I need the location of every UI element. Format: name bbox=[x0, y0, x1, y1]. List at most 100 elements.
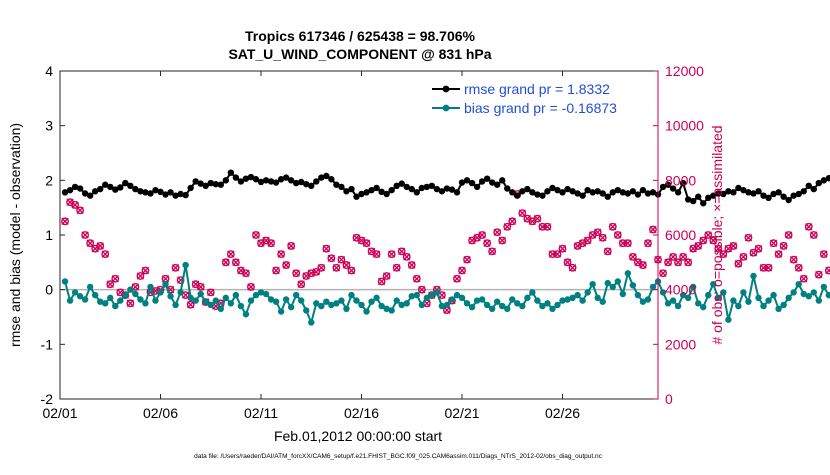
y-tick-label: -1 bbox=[41, 336, 54, 352]
obs-possible-point bbox=[518, 209, 527, 218]
obs-possible-point bbox=[126, 299, 135, 308]
bias-point bbox=[328, 301, 335, 309]
rmse-point bbox=[61, 189, 69, 196]
bias-point bbox=[664, 300, 672, 307]
rmse-point bbox=[287, 177, 295, 184]
obs-possible-point bbox=[327, 254, 336, 263]
rmse-point bbox=[679, 179, 687, 187]
rmse-point bbox=[86, 192, 94, 199]
bias-point bbox=[408, 293, 415, 300]
obs-possible-point bbox=[799, 274, 808, 283]
bias-point bbox=[488, 305, 496, 312]
rmse-point bbox=[775, 189, 782, 196]
obs-assimilated-point bbox=[96, 242, 104, 250]
rmse-point bbox=[629, 188, 637, 195]
obs-possible-point bbox=[759, 263, 768, 272]
rmse-point bbox=[534, 191, 541, 198]
rmse-point bbox=[292, 179, 300, 187]
rmse-point bbox=[127, 182, 134, 189]
rmse-point bbox=[488, 179, 496, 186]
obs-possible-point bbox=[669, 252, 677, 261]
rmse-point bbox=[564, 185, 571, 193]
obs-possible-point bbox=[794, 263, 803, 272]
bias-point bbox=[720, 289, 727, 296]
rmse-point bbox=[499, 177, 506, 184]
obs-possible-point bbox=[402, 252, 411, 261]
rmse-point bbox=[569, 188, 576, 195]
bias-point bbox=[710, 281, 717, 288]
bias-point bbox=[695, 300, 702, 307]
obs-possible-point bbox=[644, 239, 652, 248]
x-tick-label: 02/26 bbox=[545, 405, 580, 421]
bias-point bbox=[323, 298, 330, 305]
rmse-point bbox=[152, 186, 159, 194]
obs-possible-point bbox=[764, 263, 773, 272]
bias-point bbox=[147, 283, 154, 291]
rmse-point bbox=[639, 186, 647, 194]
obs-assimilated-point bbox=[292, 269, 300, 277]
rmse-point bbox=[810, 185, 817, 193]
rmse-point bbox=[524, 185, 531, 193]
y-tick-label: 2 bbox=[45, 172, 53, 188]
bias-point bbox=[524, 294, 531, 302]
obs-possible-point bbox=[412, 274, 421, 283]
obs-count-markers bbox=[61, 190, 830, 315]
y-tick-label: -2 bbox=[41, 391, 54, 407]
rmse-point bbox=[117, 184, 124, 191]
bias-point bbox=[468, 303, 476, 311]
bias-point bbox=[564, 296, 571, 303]
chart-title: Tropics 617346 / 625438 = 98.706% bbox=[245, 28, 476, 44]
rmse-point bbox=[720, 190, 727, 198]
rmse-point bbox=[705, 194, 712, 202]
obs-assimilated-point bbox=[227, 250, 235, 258]
bias-point bbox=[267, 296, 275, 303]
obs-assimilated-point bbox=[739, 253, 748, 261]
obs-assimilated-point bbox=[729, 242, 738, 250]
x-tick-label: 02/06 bbox=[143, 405, 178, 421]
bias-point bbox=[725, 316, 732, 323]
rmse-point bbox=[303, 180, 310, 188]
rmse-point bbox=[66, 186, 74, 194]
rmse-point bbox=[76, 185, 84, 192]
rmse-point bbox=[247, 173, 255, 181]
obs-assimilated-point bbox=[749, 249, 758, 257]
bias-point bbox=[212, 297, 219, 304]
rmse-point bbox=[554, 186, 561, 194]
bias-point bbox=[157, 289, 164, 296]
rmse-point bbox=[232, 174, 240, 181]
obs-possible-point bbox=[458, 266, 466, 275]
obs-assimilated-point bbox=[322, 245, 330, 253]
obs-possible-point bbox=[558, 244, 567, 253]
bias-point bbox=[785, 294, 792, 302]
obs-assimilated-point bbox=[659, 269, 667, 277]
legend-bias-label: bias grand pr = -0.16873 bbox=[464, 100, 617, 116]
rmse-point bbox=[805, 182, 812, 189]
obs-possible-point bbox=[247, 283, 255, 291]
bias-point bbox=[614, 278, 621, 285]
bias-point bbox=[343, 305, 350, 312]
data-file-footnote: data file: /Users/raeder/DAI/ATM_forcXX/… bbox=[194, 453, 603, 460]
obs-assimilated-point bbox=[237, 266, 245, 275]
rmse-point bbox=[252, 176, 260, 183]
y-tick-label: 3 bbox=[45, 118, 53, 134]
obs-assimilated-point bbox=[769, 239, 778, 247]
obs-assimilated-point bbox=[774, 250, 783, 258]
y2-tick-label: 2000 bbox=[665, 336, 696, 352]
bias-point bbox=[202, 298, 209, 305]
rmse-point bbox=[815, 179, 823, 187]
obs-assimilated-point bbox=[352, 234, 361, 242]
rmse-point bbox=[820, 177, 828, 184]
obs-possible-point bbox=[684, 258, 693, 267]
obs-assimilated-point bbox=[327, 254, 336, 262]
obs-possible-point bbox=[453, 274, 461, 283]
rmse-point bbox=[428, 182, 436, 189]
obs-assimilated-point bbox=[805, 223, 813, 231]
y2-tick-label: 4000 bbox=[665, 282, 696, 298]
rmse-point bbox=[308, 182, 315, 189]
obs-assimilated-point bbox=[508, 217, 516, 225]
rmse-point bbox=[725, 188, 732, 195]
obs-possible-point bbox=[287, 242, 296, 250]
bias-point bbox=[222, 294, 230, 302]
obs-possible-point bbox=[809, 231, 818, 239]
